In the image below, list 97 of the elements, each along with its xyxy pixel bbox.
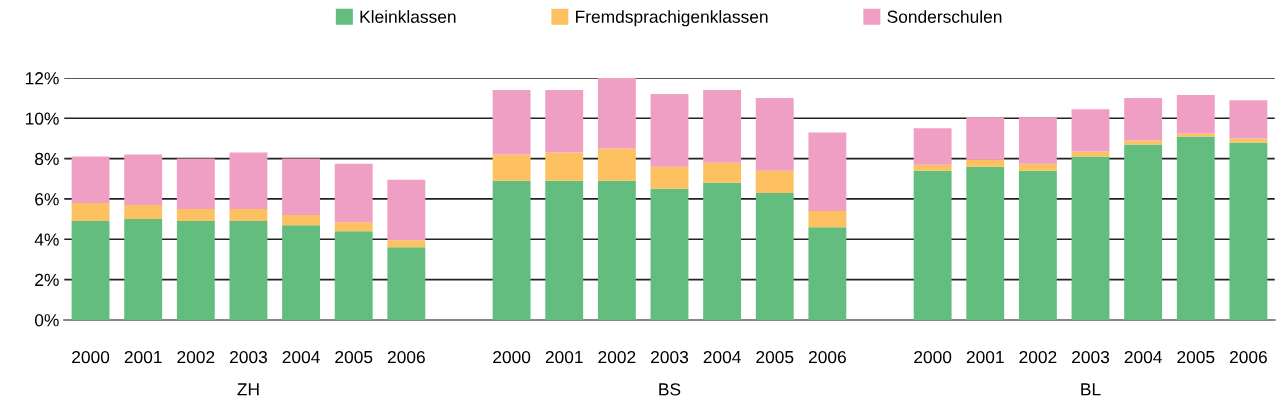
bar <box>124 204 163 220</box>
x-tick-label: 2004 <box>282 350 320 364</box>
bar <box>1124 144 1163 320</box>
legend-label: Fremdsprachigenklassen <box>576 10 768 27</box>
bar <box>334 163 373 223</box>
bar <box>913 170 952 320</box>
bar <box>1124 98 1163 141</box>
x-tick-label: 2004 <box>703 350 741 364</box>
bar <box>334 231 373 320</box>
bar <box>808 211 847 228</box>
bar <box>282 215 321 226</box>
bar <box>71 221 110 320</box>
bar <box>1229 142 1268 320</box>
x-tick-label: 2005 <box>335 350 373 364</box>
bar <box>71 156 110 203</box>
bar <box>966 166 1005 320</box>
bar <box>176 158 215 210</box>
y-tick-label: 8% <box>35 152 59 166</box>
bar <box>229 209 268 222</box>
y-tick-label: 6% <box>35 193 59 206</box>
legend-label: Sonderschulen <box>887 10 1002 23</box>
x-tick-label: 2005 <box>756 350 794 364</box>
x-tick-label: 2002 <box>177 350 215 364</box>
bar <box>492 180 531 320</box>
bar <box>755 192 794 320</box>
bar <box>966 159 1005 167</box>
bar <box>597 148 636 181</box>
bar <box>1071 151 1110 157</box>
bar <box>176 209 215 222</box>
bar <box>229 221 268 320</box>
bar <box>1071 156 1110 320</box>
bar <box>913 164 952 171</box>
x-tick-label: 2005 <box>1177 350 1215 364</box>
bar <box>650 94 689 167</box>
bar <box>282 225 321 320</box>
bar <box>492 154 531 181</box>
bar <box>282 158 321 216</box>
bar <box>387 240 426 248</box>
bar <box>966 117 1005 160</box>
bar <box>703 182 742 320</box>
y-tick-label: 12% <box>25 72 59 85</box>
x-tick-label: 2006 <box>1229 350 1267 364</box>
bar <box>1124 140 1163 145</box>
bar <box>1018 170 1057 320</box>
bar <box>597 180 636 320</box>
x-tick-label: 2001 <box>124 350 162 364</box>
text: ZH <box>237 383 259 396</box>
legend-label: Kleinklassen <box>360 10 456 23</box>
bar <box>703 162 742 183</box>
bar <box>703 90 742 163</box>
bar <box>1018 163 1057 171</box>
bar <box>1176 133 1215 137</box>
bar <box>124 219 163 320</box>
text: BL <box>1081 383 1101 396</box>
bar <box>387 179 426 241</box>
bar <box>545 90 584 153</box>
bar <box>1229 138 1268 143</box>
bar <box>334 222 373 232</box>
x-tick-label: 2001 <box>966 350 1004 364</box>
bar <box>755 98 794 171</box>
bar <box>545 180 584 320</box>
bar <box>545 152 584 181</box>
x-tick-label: 2006 <box>808 350 846 364</box>
x-tick-label: 2003 <box>230 350 267 364</box>
x-tick-label: 2004 <box>1124 350 1162 364</box>
bar <box>755 170 794 193</box>
bar <box>124 154 163 205</box>
x-tick-label: 2000 <box>493 350 531 364</box>
x-tick-label: 2001 <box>545 350 583 364</box>
bar <box>229 152 268 210</box>
bar <box>1229 100 1268 139</box>
x-tick-label: 2002 <box>1019 350 1057 364</box>
bar <box>1071 109 1110 152</box>
text: BS <box>659 383 681 396</box>
bar <box>913 128 952 165</box>
y-tick-label: 4% <box>34 233 59 246</box>
y-tick-label: 10% <box>25 112 59 125</box>
bar <box>492 90 531 155</box>
bar <box>808 132 847 212</box>
x-tick-label: 2002 <box>598 350 636 364</box>
bar <box>650 166 689 189</box>
bar <box>387 247 426 320</box>
x-tick-label: 2006 <box>387 350 425 364</box>
y-tick-label: 0% <box>34 314 59 327</box>
x-tick-label: 2000 <box>72 350 110 364</box>
bar <box>597 77 636 149</box>
y-tick-label: 2% <box>35 273 59 286</box>
bar <box>71 202 110 222</box>
bar <box>1018 117 1057 164</box>
bar <box>1176 95 1215 134</box>
bar <box>1176 136 1215 320</box>
bar <box>176 221 215 320</box>
x-tick-label: 2003 <box>651 350 689 364</box>
x-tick-label: 2003 <box>1072 350 1110 364</box>
bar <box>808 227 847 320</box>
bar <box>650 188 689 320</box>
x-tick-label: 2000 <box>914 350 952 364</box>
